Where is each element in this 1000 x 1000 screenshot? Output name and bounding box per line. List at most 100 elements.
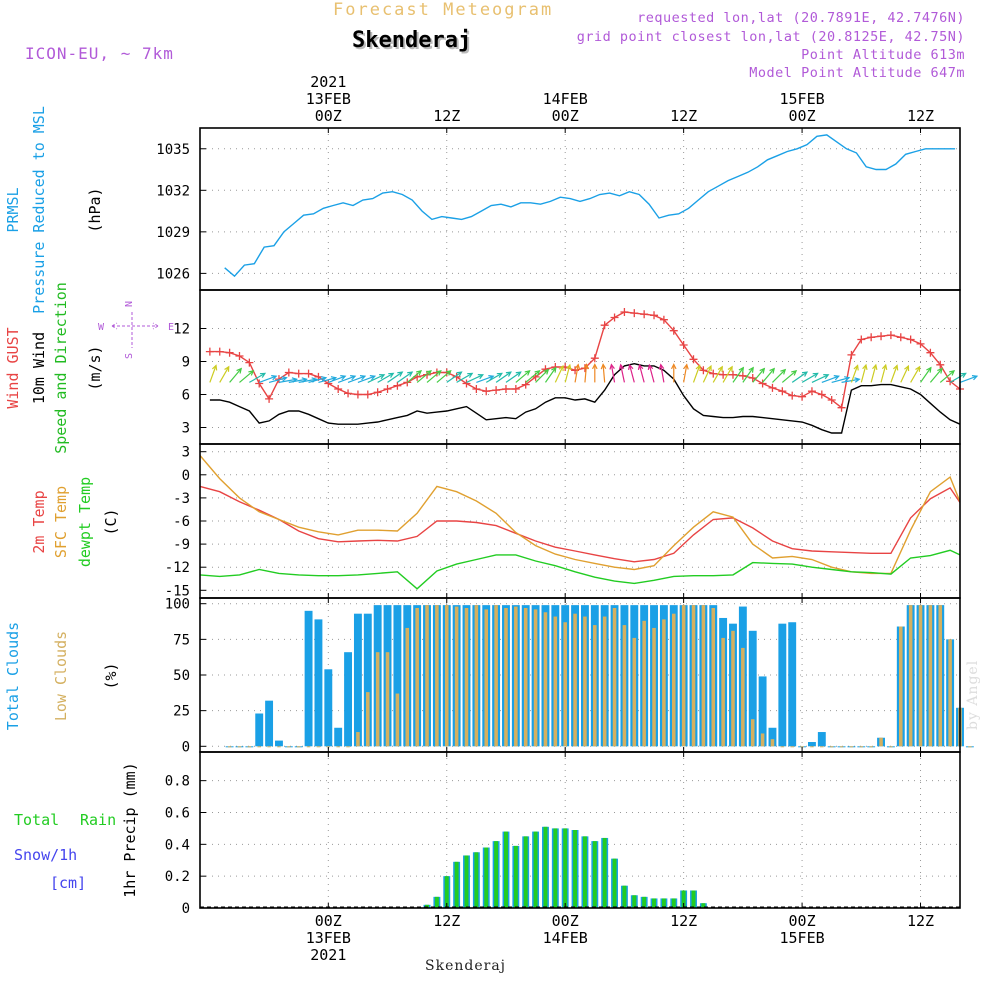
cloud-total-bar-60 — [817, 732, 826, 747]
cloud-total-bar-10 — [324, 669, 333, 747]
top-time-label-0-1: 13FEB — [306, 90, 351, 108]
wind-dir-arrow-45 — [648, 364, 655, 383]
ytick-label-clouds-4: 100 — [165, 597, 190, 613]
ytick-label-wind-0: 3 — [182, 421, 190, 437]
cloud-low-bar-6 — [287, 746, 291, 748]
gust-marker-15 — [353, 390, 362, 399]
ytick-label-temperature-4: -3 — [173, 491, 190, 507]
ytick-label-temperature-1: -12 — [165, 560, 190, 576]
cloud-low-bar-62 — [839, 746, 844, 748]
wind-dir-arrowhead-73 — [937, 367, 943, 374]
wind-dir-arrowhead-40 — [600, 363, 607, 370]
wind-dir-arrowhead-13 — [350, 375, 357, 381]
wind-dir-arrow-11 — [318, 377, 336, 383]
model-point-altitude: Model Point Altitude 647m — [749, 65, 965, 81]
cloud-low-bar-60 — [820, 746, 824, 748]
ytick-label-clouds-0: 0 — [182, 739, 190, 755]
wind-dir-arrow-14 — [347, 375, 366, 383]
gust-marker-58 — [778, 387, 787, 396]
wind-dir-arrowhead-12 — [340, 375, 347, 381]
wind-dir-arrowhead-30 — [515, 371, 522, 377]
gust-marker-0 — [205, 347, 214, 356]
cloud-low-bar-49 — [711, 607, 716, 747]
wind-dir-arrow-27 — [476, 375, 494, 383]
cloud-low-bar-2 — [247, 746, 252, 748]
cloud-low-bar-41 — [632, 637, 637, 747]
wind-dir-arrowhead-68 — [881, 363, 888, 371]
bottom-time-label-2-1: 14FEB — [543, 929, 588, 947]
cloud-low-bar-48 — [701, 605, 706, 747]
gust-marker-74 — [936, 360, 945, 369]
cloud-low-bar-50 — [721, 637, 725, 747]
wind-dir-arrow-17 — [377, 372, 394, 383]
wind-dir-arrowhead-59 — [801, 371, 809, 377]
units-temperature: (C) — [102, 508, 120, 535]
precip-rain-bar-12 — [444, 876, 449, 908]
cloud-total-bar-13 — [353, 613, 362, 747]
series-line-wind-1 — [209, 362, 961, 434]
cloud-low-bar-75 — [968, 746, 972, 748]
wind-dir-arrowhead-19 — [407, 371, 414, 377]
precip-rain-bar-13 — [454, 861, 459, 908]
ytick-label-precip-1: 0.2 — [165, 869, 190, 885]
gust-marker-59 — [788, 391, 797, 400]
cloud-low-bar-14 — [366, 692, 370, 747]
wind-dir-arrow-37 — [574, 364, 579, 383]
cloud-low-bar-1 — [237, 746, 242, 748]
cloud-total-bar-9 — [314, 619, 323, 747]
cloud-low-bar-21 — [435, 605, 439, 747]
cloud-total-bar-14 — [363, 613, 372, 747]
gust-marker-9 — [294, 369, 303, 378]
gust-marker-43 — [630, 309, 639, 318]
cloud-low-bar-56 — [780, 746, 785, 748]
cloud-low-bar-53 — [750, 719, 755, 747]
gust-marker-44 — [640, 310, 649, 319]
wind-dir-arrow-21 — [416, 370, 432, 383]
wind-dir-arrow-3 — [239, 370, 254, 383]
wind-dir-arrow-5 — [259, 375, 277, 383]
gust-marker-31 — [511, 385, 520, 393]
ytick-label-precip-0: 0 — [182, 901, 190, 917]
wind-dir-arrow-32 — [525, 370, 540, 383]
wind-dir-arrowhead-62 — [833, 375, 840, 381]
gust-marker-16 — [363, 390, 372, 399]
precip-rain-bar-15 — [474, 852, 479, 908]
cloud-total-bar-4 — [265, 700, 274, 747]
wind-dir-arrow-74 — [939, 370, 955, 383]
cloud-low-bar-31 — [533, 609, 538, 747]
cloud-low-bar-34 — [563, 622, 567, 747]
precip-rain-bar-38 — [701, 903, 706, 908]
gust-marker-62 — [817, 390, 826, 399]
wind-dir-arrow-38 — [584, 364, 588, 383]
bottom-time-label-3-0: 12Z — [670, 912, 697, 930]
requested-coords: requested lon,lat (20.7891E, 42.7476N) — [637, 10, 965, 26]
cloud-low-bar-57 — [790, 746, 794, 748]
gust-marker-42 — [620, 308, 629, 316]
gust-marker-54 — [738, 371, 747, 380]
ytick-label-wind-3: 12 — [173, 322, 190, 338]
precip-rain-bar-25 — [573, 830, 578, 908]
wind-dir-arrow-63 — [831, 377, 850, 383]
label-pressure-1: Pressure Reduced to MSL — [30, 106, 48, 314]
gust-marker-68 — [877, 332, 886, 341]
precip-rain-bar-10 — [425, 904, 429, 908]
cloud-low-bar-25 — [474, 605, 479, 747]
gust-marker-41 — [610, 313, 619, 322]
ytick-label-pressure-0: 1026 — [156, 266, 190, 282]
bottom-time-label-1-0: 12Z — [433, 912, 460, 930]
series-line-temperature-1 — [199, 455, 961, 575]
wind-dir-arrowhead-33 — [543, 368, 550, 375]
wind-dir-arrowhead-49 — [695, 364, 701, 371]
gust-marker-1 — [215, 347, 224, 356]
wind-dir-arrowhead-14 — [359, 375, 367, 381]
top-time-label-1-0: 12Z — [433, 107, 460, 125]
point-altitude: Point Altitude 613m — [801, 47, 965, 63]
cloud-low-bar-20 — [425, 605, 429, 747]
wind-dir-arrowhead-60 — [812, 372, 819, 378]
wind-dir-arrowhead-43 — [628, 363, 634, 371]
wind-dir-arrow-13 — [337, 375, 356, 383]
gust-marker-60 — [798, 392, 807, 401]
wind-dir-arrow-49 — [692, 365, 701, 383]
cloud-low-bar-29 — [514, 606, 518, 747]
